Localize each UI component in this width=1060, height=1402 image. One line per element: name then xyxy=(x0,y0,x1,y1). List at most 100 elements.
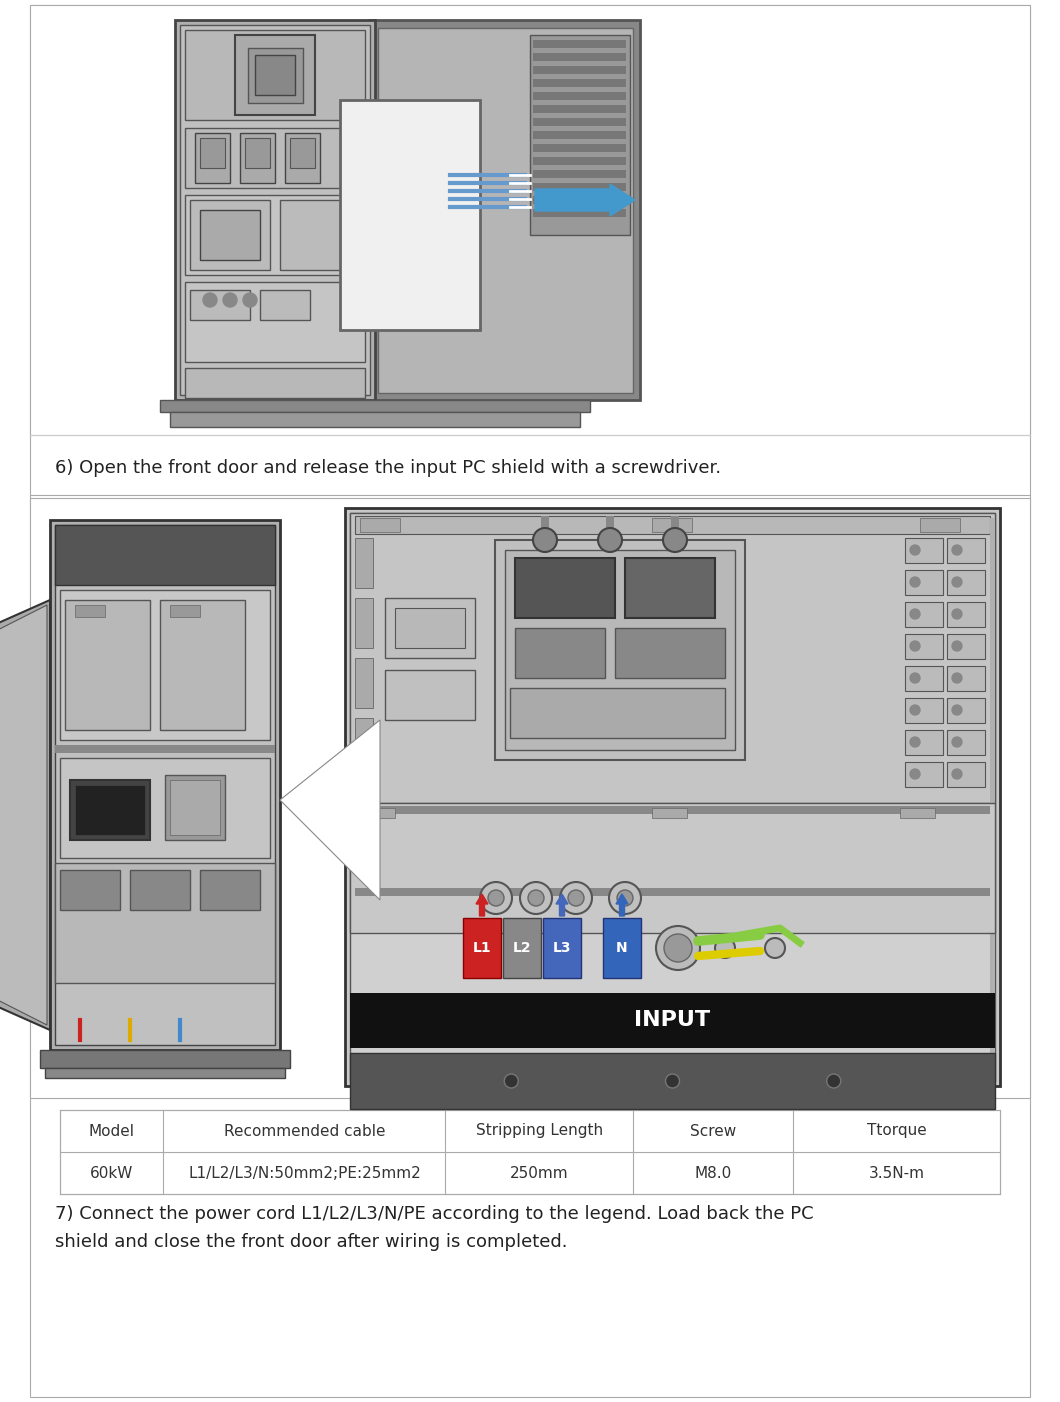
Bar xyxy=(533,105,626,114)
Text: 6) Open the front door and release the input PC shield with a screwdriver.: 6) Open the front door and release the i… xyxy=(55,458,721,477)
Bar xyxy=(533,196,626,205)
Bar xyxy=(190,200,270,271)
Circle shape xyxy=(716,938,735,958)
Bar xyxy=(533,184,626,191)
Circle shape xyxy=(656,925,700,970)
Bar xyxy=(905,763,943,787)
Bar xyxy=(60,758,270,858)
FancyArrow shape xyxy=(535,184,635,216)
Bar xyxy=(186,282,365,362)
Bar xyxy=(533,209,626,217)
Bar xyxy=(170,412,580,428)
Circle shape xyxy=(909,641,920,651)
Circle shape xyxy=(827,1074,841,1088)
Circle shape xyxy=(598,529,622,552)
Bar xyxy=(395,608,465,648)
Bar xyxy=(533,53,626,62)
Bar xyxy=(905,538,943,564)
Circle shape xyxy=(666,1074,679,1088)
Bar xyxy=(378,28,633,393)
Bar xyxy=(533,130,626,139)
Bar xyxy=(30,6,1030,435)
Bar xyxy=(905,666,943,691)
Bar xyxy=(355,806,990,815)
Bar xyxy=(947,763,985,787)
Circle shape xyxy=(952,641,962,651)
Bar xyxy=(463,918,501,979)
Bar xyxy=(55,744,275,753)
Circle shape xyxy=(952,770,962,780)
Bar xyxy=(186,195,365,275)
Bar xyxy=(905,634,943,659)
Bar xyxy=(45,1068,285,1078)
Bar xyxy=(355,516,990,534)
Circle shape xyxy=(528,890,544,906)
Bar xyxy=(200,871,260,910)
Circle shape xyxy=(617,890,633,906)
Bar xyxy=(615,628,725,679)
Bar xyxy=(652,517,692,531)
Bar xyxy=(947,601,985,627)
Circle shape xyxy=(952,608,962,620)
Circle shape xyxy=(952,673,962,683)
Circle shape xyxy=(662,529,687,552)
Polygon shape xyxy=(280,721,379,900)
Bar xyxy=(533,144,626,151)
Bar xyxy=(190,290,250,320)
Bar xyxy=(186,128,365,188)
Bar xyxy=(350,803,995,932)
Bar xyxy=(248,48,303,102)
Bar xyxy=(75,606,105,617)
Bar xyxy=(355,538,373,587)
Text: N: N xyxy=(616,941,628,955)
Bar xyxy=(385,599,475,658)
Bar xyxy=(130,871,190,910)
Bar xyxy=(260,290,310,320)
Bar xyxy=(285,133,320,184)
FancyArrow shape xyxy=(556,894,568,916)
Circle shape xyxy=(909,608,920,620)
Circle shape xyxy=(204,293,217,307)
Circle shape xyxy=(952,737,962,747)
Bar xyxy=(160,400,590,412)
Bar xyxy=(170,606,200,617)
Bar xyxy=(240,133,275,184)
Text: Stripping Length: Stripping Length xyxy=(476,1123,603,1138)
Bar xyxy=(533,79,626,87)
Bar xyxy=(947,571,985,594)
Bar xyxy=(905,601,943,627)
Bar xyxy=(200,137,225,168)
Bar xyxy=(290,137,315,168)
Circle shape xyxy=(909,737,920,747)
Circle shape xyxy=(909,673,920,683)
Bar xyxy=(505,550,735,750)
Bar xyxy=(370,20,640,400)
Bar xyxy=(625,558,716,618)
Bar xyxy=(30,498,1030,1098)
Bar xyxy=(504,918,541,979)
Bar xyxy=(70,780,151,840)
Circle shape xyxy=(568,890,584,906)
Bar xyxy=(533,66,626,74)
Text: Ttorque: Ttorque xyxy=(867,1123,926,1138)
Text: L3: L3 xyxy=(552,941,571,955)
Bar xyxy=(515,628,605,679)
Bar xyxy=(350,513,995,1081)
Bar xyxy=(947,698,985,723)
Bar xyxy=(350,993,995,1049)
Bar xyxy=(900,808,935,817)
Circle shape xyxy=(909,705,920,715)
Bar xyxy=(340,100,480,329)
Circle shape xyxy=(243,293,257,307)
Bar xyxy=(533,157,626,165)
FancyArrow shape xyxy=(616,894,628,916)
Bar xyxy=(186,367,365,398)
Bar xyxy=(606,516,614,540)
Bar xyxy=(280,200,360,271)
Circle shape xyxy=(480,882,512,914)
Circle shape xyxy=(610,882,641,914)
Circle shape xyxy=(952,705,962,715)
Bar xyxy=(355,718,373,768)
Bar xyxy=(355,599,373,648)
Bar xyxy=(55,524,275,585)
